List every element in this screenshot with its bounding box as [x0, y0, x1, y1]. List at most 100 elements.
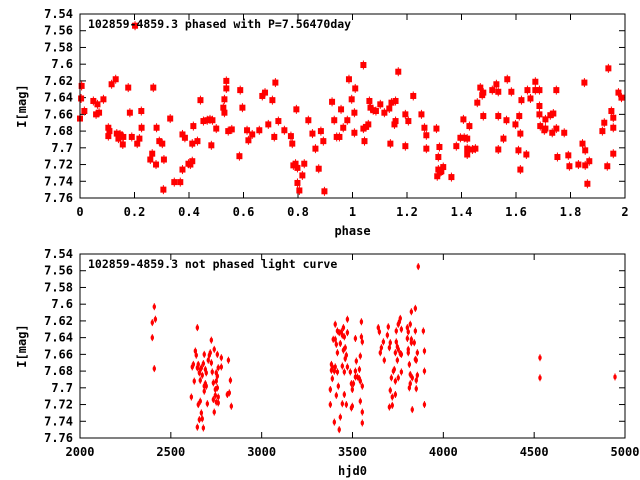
data-point — [106, 128, 113, 135]
data-point — [329, 98, 336, 105]
y-tick-label: 7.76 — [44, 191, 73, 205]
data-point — [422, 368, 427, 374]
data-point — [333, 336, 337, 342]
data-point — [305, 117, 312, 124]
data-point — [343, 355, 347, 362]
x-tick-label: 3000 — [247, 445, 276, 459]
data-point — [219, 355, 224, 361]
data-point — [381, 339, 386, 345]
data-point — [207, 352, 212, 358]
data-point — [599, 128, 606, 135]
data-point — [201, 360, 206, 367]
x-tick-label: 4000 — [429, 445, 458, 459]
data-point — [348, 96, 355, 103]
data-point — [579, 140, 586, 147]
data-point — [321, 188, 328, 195]
data-point — [610, 150, 617, 157]
data-point — [402, 111, 409, 118]
data-point — [495, 88, 502, 95]
data-point — [125, 84, 132, 91]
data-point — [414, 357, 418, 363]
data-point — [489, 87, 496, 94]
data-point — [495, 113, 502, 120]
data-point — [532, 87, 539, 94]
y-tick-label: 7.58 — [44, 40, 73, 54]
data-point — [604, 163, 611, 170]
data-point — [190, 364, 194, 370]
y-tick-label: 7.7 — [51, 141, 73, 155]
data-point — [128, 133, 135, 140]
data-point — [289, 140, 296, 147]
x-tick-label: 2500 — [156, 445, 185, 459]
data-point — [179, 131, 186, 138]
phased-ticks: 0 0.2 0.4 0.6 0.8 1 1.2 1.4 1.6 1.8 2 7.54 7.56 7.58 7… — [44, 7, 629, 219]
data-point — [474, 99, 481, 106]
data-point — [336, 133, 343, 140]
data-point — [532, 78, 539, 85]
data-point — [344, 117, 351, 124]
data-point — [212, 346, 216, 352]
data-point — [331, 117, 338, 124]
y-tick-label: 7.62 — [44, 74, 73, 88]
y-tick-label: 7.58 — [44, 280, 73, 294]
data-point — [215, 373, 220, 379]
data-point — [345, 76, 352, 83]
data-point — [618, 94, 625, 101]
x-tick-label: 0.4 — [178, 205, 200, 219]
data-point — [209, 360, 214, 366]
data-point — [337, 427, 341, 433]
data-point — [134, 140, 141, 147]
data-point — [342, 369, 347, 375]
data-point — [301, 160, 308, 167]
data-point — [354, 358, 359, 364]
data-point — [349, 405, 354, 411]
data-point — [138, 108, 145, 115]
data-point — [388, 99, 395, 106]
x-tick-label: 0.6 — [233, 205, 255, 219]
data-point — [608, 108, 615, 115]
data-point — [440, 164, 447, 171]
data-point — [615, 89, 622, 96]
data-point — [342, 334, 347, 340]
data-point — [200, 118, 207, 125]
data-point — [493, 81, 500, 88]
data-point — [309, 130, 316, 137]
data-point — [190, 123, 197, 130]
data-point — [515, 147, 522, 154]
unphased-x-axis-label: hjd0 — [338, 464, 367, 478]
data-point — [409, 340, 414, 346]
data-point — [120, 133, 127, 140]
data-point — [538, 375, 542, 381]
data-point — [105, 133, 112, 140]
y-tick-label: 7.72 — [44, 158, 73, 172]
phased-plot: 0 0.2 0.4 0.6 0.8 1 1.2 1.4 1.6 1.8 2 7.54 7.56 7.58 7… — [15, 7, 629, 238]
data-point — [377, 329, 382, 335]
data-point — [388, 387, 392, 393]
data-point — [334, 341, 339, 347]
data-point — [415, 350, 420, 356]
data-point — [453, 143, 460, 150]
data-point — [150, 319, 155, 326]
data-point — [378, 350, 382, 356]
y-tick-label: 7.54 — [44, 7, 73, 21]
data-point — [192, 378, 196, 384]
data-point — [358, 353, 363, 359]
data-point — [391, 368, 396, 374]
data-point — [201, 425, 206, 431]
data-point — [386, 324, 390, 330]
data-point — [561, 129, 568, 136]
data-point — [408, 371, 412, 378]
data-point — [237, 87, 244, 94]
data-point — [167, 115, 174, 122]
data-point — [415, 372, 420, 378]
x-tick-label: 5000 — [611, 445, 640, 459]
data-point — [189, 158, 196, 165]
data-point — [78, 82, 85, 89]
data-point — [338, 414, 343, 420]
phased-x-axis-label: phase — [334, 224, 370, 238]
data-point — [410, 92, 417, 99]
unphased-y-axis-label: I[mag] — [15, 324, 29, 367]
y-tick-label: 7.68 — [44, 364, 73, 378]
data-point — [396, 346, 400, 352]
data-point — [197, 97, 204, 104]
